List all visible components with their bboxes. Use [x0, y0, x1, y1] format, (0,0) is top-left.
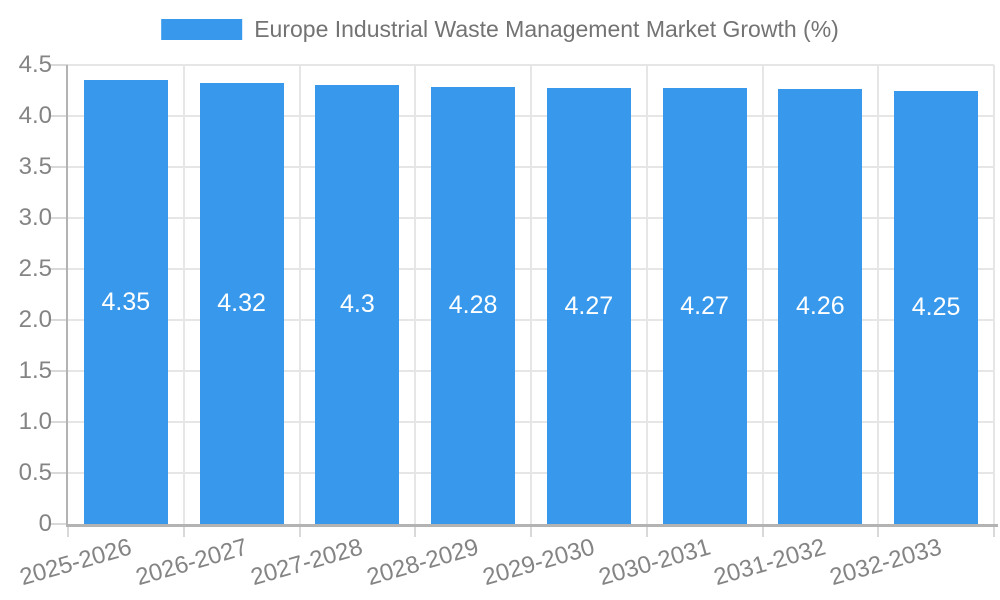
y-axis-tick — [50, 64, 68, 66]
x-axis-tick — [530, 524, 532, 537]
bar-value-label: 4.32 — [217, 289, 266, 318]
y-axis-line — [66, 65, 68, 526]
y-axis-tick-label: 1.5 — [18, 357, 52, 384]
y-axis-tick-label: 3.0 — [18, 204, 52, 231]
bar[interactable]: 4.3 — [315, 85, 400, 524]
x-gridline — [530, 65, 532, 524]
x-gridline — [414, 65, 417, 524]
bar-value-label: 4.3 — [339, 290, 375, 319]
bar[interactable]: 4.25 — [894, 90, 979, 524]
x-gridline — [298, 65, 301, 524]
x-gridline — [645, 65, 648, 524]
y-axis-tick — [50, 268, 68, 270]
bar-value-label: 4.27 — [564, 291, 614, 320]
y-axis-tick — [50, 370, 68, 372]
y-axis-tick-label: 4.0 — [18, 102, 52, 129]
x-gridline — [182, 65, 185, 524]
y-axis-tick — [50, 319, 68, 321]
x-axis-tick — [182, 524, 185, 537]
y-axis-tick-label: 0.5 — [18, 459, 52, 486]
bar-value-label: 4.35 — [101, 287, 151, 316]
x-axis-line — [66, 524, 998, 527]
x-axis-tick — [761, 524, 764, 537]
bar[interactable]: 4.32 — [199, 83, 284, 524]
x-gridline — [761, 65, 764, 524]
y-axis-tick — [50, 115, 68, 117]
x-axis-tick — [993, 524, 995, 537]
y-axis-tick-label: 0 — [38, 510, 52, 537]
y-axis-tick-label: 1.0 — [18, 408, 52, 435]
x-axis-tick — [414, 524, 417, 537]
legend-label: Europe Industrial Waste Management Marke… — [254, 16, 839, 42]
x-gridline — [993, 65, 995, 524]
legend-item[interactable]: Europe Industrial Waste Management Marke… — [161, 16, 839, 43]
y-axis-tick — [50, 523, 68, 525]
y-axis-tick-label: 2.5 — [18, 255, 52, 282]
y-axis-tick-label: 4.5 — [18, 51, 52, 78]
x-axis-tick — [645, 524, 648, 537]
y-axis-tick — [50, 472, 68, 474]
x-axis-tick — [298, 524, 301, 537]
bar[interactable]: 4.28 — [431, 87, 516, 524]
bar-value-label: 4.28 — [448, 291, 498, 320]
bar-value-label: 4.25 — [911, 292, 961, 321]
bar[interactable]: 4.35 — [83, 80, 168, 524]
y-axis-tick — [50, 421, 68, 423]
legend-swatch — [161, 19, 243, 40]
y-axis-tick-label: 3.5 — [18, 153, 52, 180]
y-axis-tick — [50, 217, 68, 219]
y-axis-tick-label: 2.0 — [18, 306, 52, 333]
bar-value-label: 4.27 — [680, 291, 729, 320]
x-axis-tick — [877, 524, 880, 537]
y-axis-tick — [50, 166, 68, 168]
x-axis-tick — [67, 524, 69, 537]
x-gridline — [877, 65, 880, 524]
bar-value-label: 4.26 — [796, 292, 845, 321]
bar[interactable]: 4.27 — [662, 88, 747, 524]
bar[interactable]: 4.26 — [778, 89, 863, 524]
bar[interactable]: 4.27 — [546, 88, 631, 524]
